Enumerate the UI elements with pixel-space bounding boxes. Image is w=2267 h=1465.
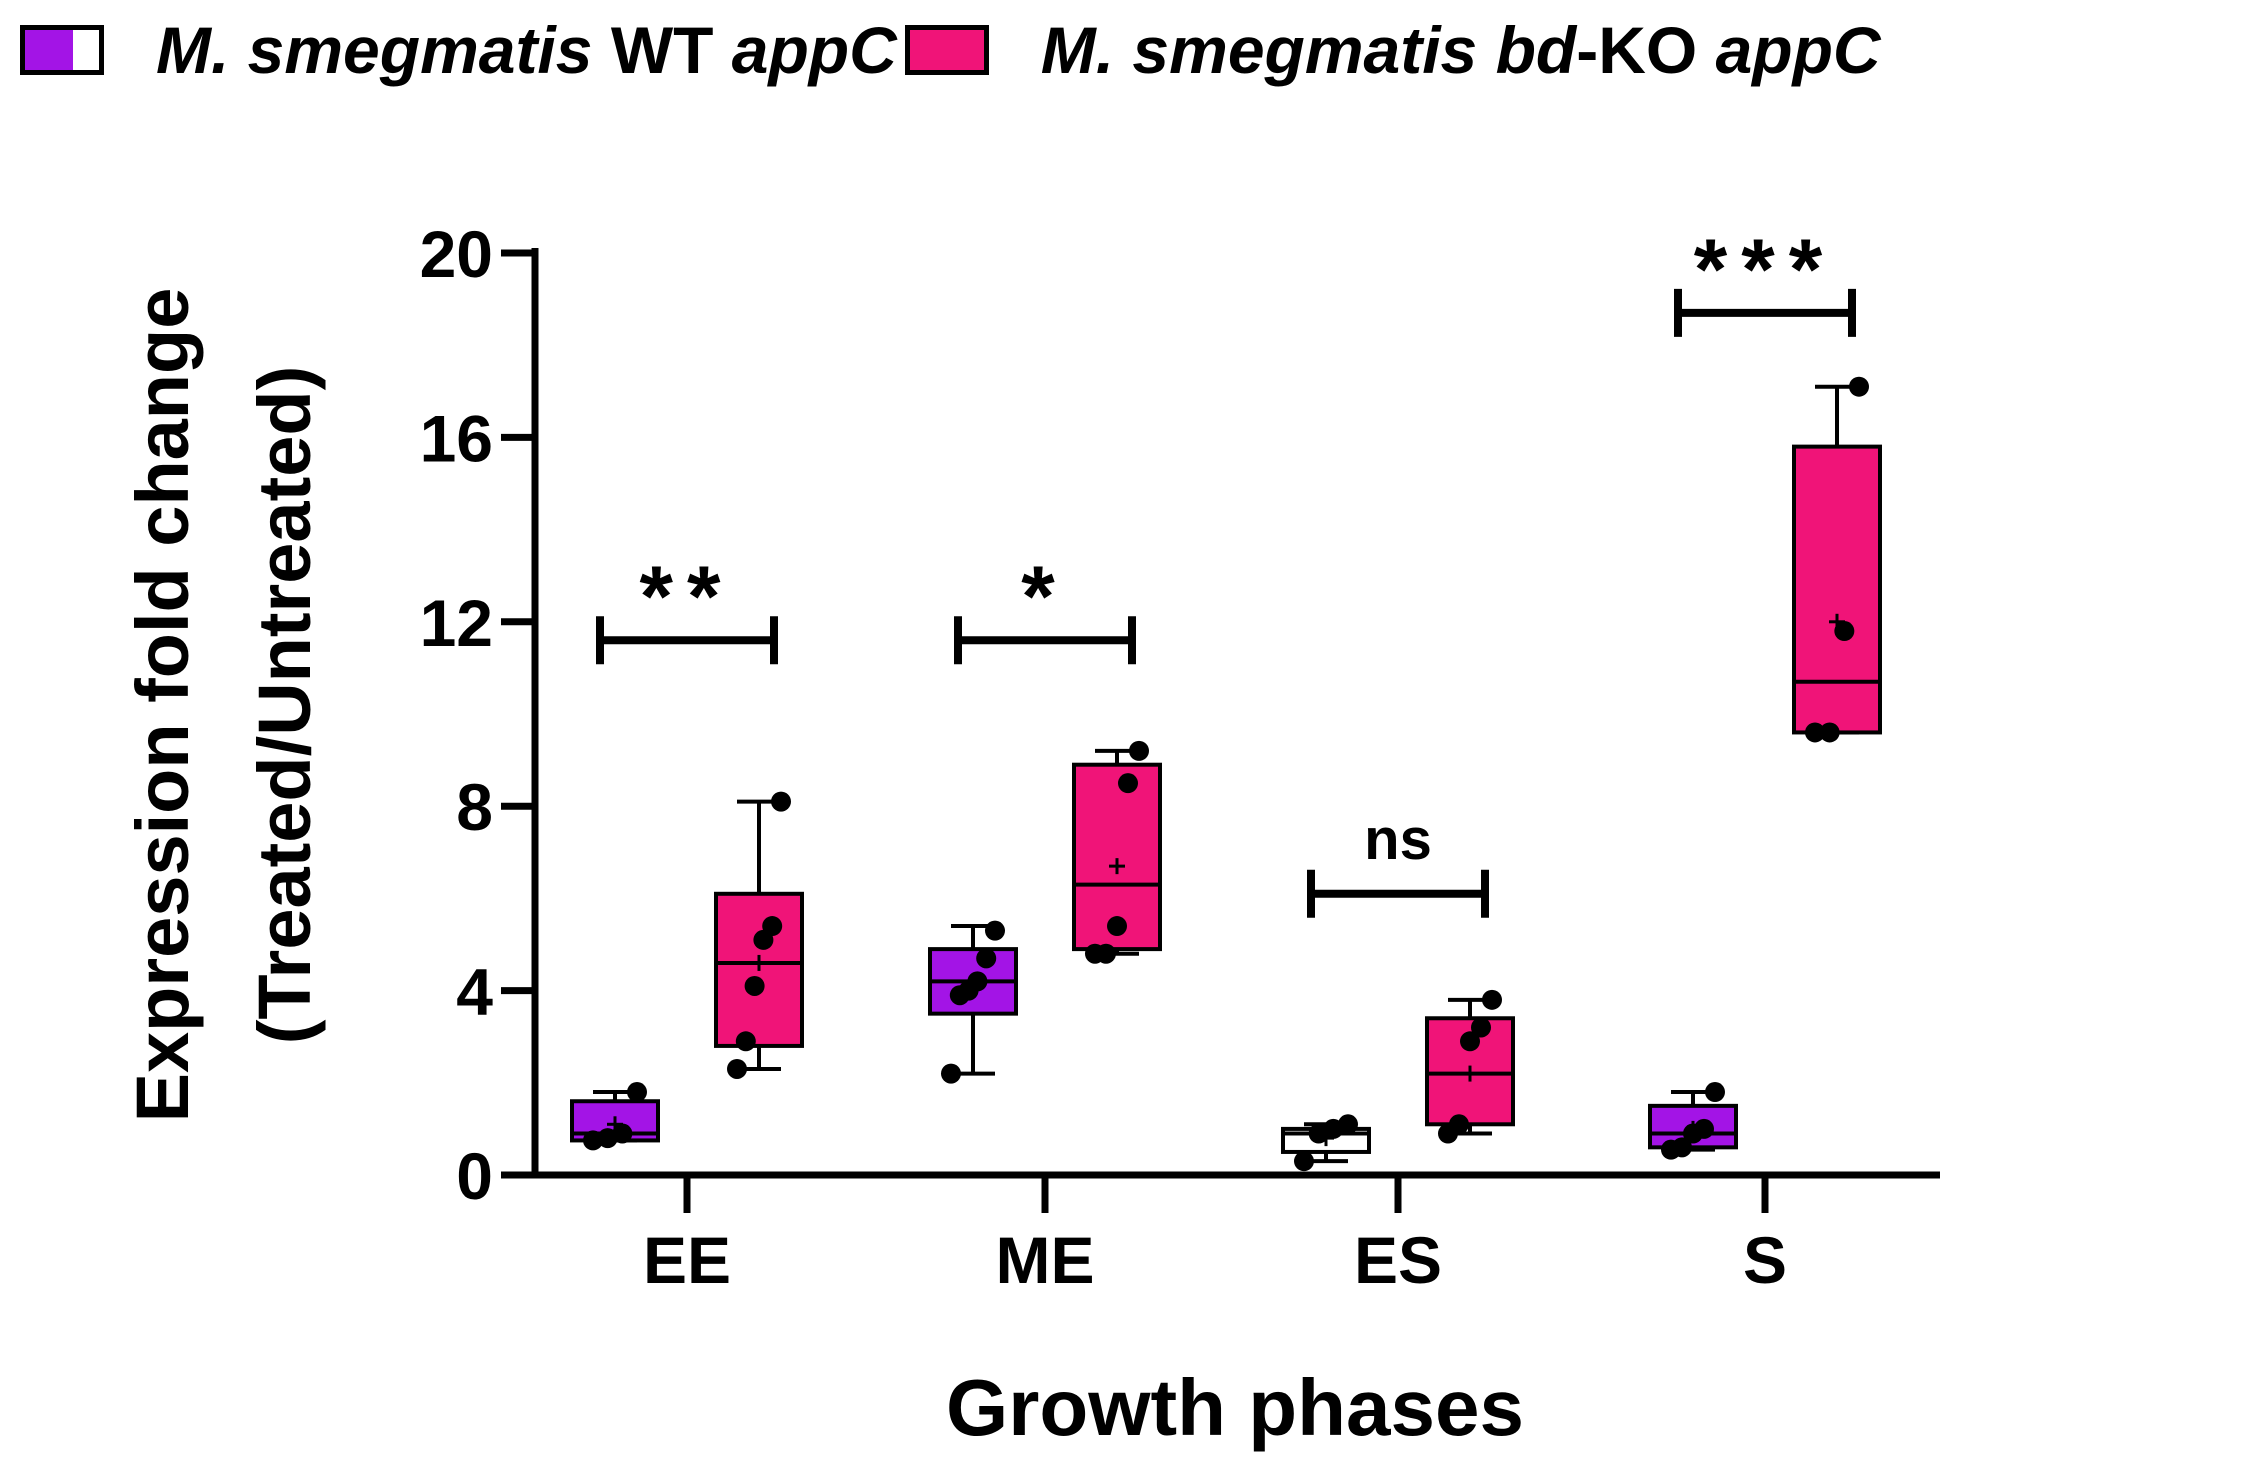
- sig-label-S: ***: [1694, 222, 1836, 318]
- point-wt-ME-4: [976, 948, 997, 969]
- sig-label-ES: ns: [1364, 807, 1432, 872]
- point-ko-ES-2: [1460, 1031, 1480, 1052]
- x-axis-label: Growth phases: [946, 1363, 1524, 1452]
- sig-label-ME: *: [1021, 549, 1068, 645]
- y-tick-label-20: 20: [420, 217, 493, 291]
- point-ko-EE-1: [735, 1031, 756, 1052]
- sig-bracket-S: ***: [1674, 222, 1856, 337]
- point-ko-S-0: [1805, 722, 1825, 743]
- legend-label-wt: M. smegmatis WT appC: [156, 13, 897, 87]
- point-ko-EE-4: [762, 916, 783, 937]
- box-ko-ES: [1425, 989, 1515, 1144]
- y-tick-label-12: 12: [420, 586, 493, 660]
- legend-swatch-wt: [20, 25, 104, 75]
- point-ko-ME-1: [1096, 943, 1116, 964]
- x-tick-label-S: S: [1743, 1223, 1787, 1297]
- point-ko-EE-0: [727, 1058, 747, 1079]
- point-wt-EE-0: [583, 1130, 603, 1151]
- axes: 0 4 8 12 16 20 EE ME ES S: [420, 217, 1940, 1297]
- point-wt-S-4: [1705, 1082, 1725, 1103]
- legend-item-ko[interactable]: M. smegmatis bd-KO appC: [904, 12, 1881, 88]
- point-ko-ME-2: [1107, 916, 1127, 937]
- point-wt-ME-0: [941, 1063, 961, 1084]
- y-tick-label-8: 8: [456, 770, 493, 844]
- box-ko-ME: [1072, 740, 1162, 964]
- point-wt-ES-3: [1338, 1114, 1358, 1135]
- x-tick-label-ME: ME: [996, 1223, 1095, 1297]
- sig-bracket-EE: **: [596, 549, 778, 665]
- legend-swatch-ko: [904, 25, 989, 75]
- sig-bracket-ES: ns: [1307, 807, 1489, 918]
- point-wt-EE-3: [627, 1082, 647, 1103]
- point-wt-EE-2: [612, 1123, 633, 1144]
- y-axis-label-line1: Expression fold change: [121, 288, 204, 1123]
- legend: M. smegmatis WT appC M. smegmatis bd-KO …: [20, 12, 1899, 88]
- point-ko-ES-3: [1471, 1017, 1491, 1038]
- boxes: [570, 376, 1882, 1172]
- box-wt-S: [1648, 1082, 1738, 1160]
- point-wt-ES-0: [1294, 1151, 1314, 1172]
- sig-bracket-ME: *: [954, 549, 1136, 665]
- box-wt-ME: [928, 920, 1018, 1084]
- y-tick-label-0: 0: [456, 1139, 493, 1213]
- point-ko-ME-3: [1118, 773, 1138, 794]
- point-ko-S-2: [1834, 621, 1855, 642]
- box-ko-S: [1792, 376, 1882, 743]
- box-ko-EE: [714, 791, 804, 1079]
- point-wt-S-1: [1672, 1137, 1692, 1158]
- point-ko-ES-1: [1449, 1114, 1469, 1135]
- point-ko-ME-4: [1129, 740, 1149, 761]
- point-ko-EE-5: [771, 791, 791, 812]
- y-axis-label-line2: (Treated/Untreated): [243, 366, 326, 1044]
- point-ko-ES-4: [1482, 989, 1502, 1010]
- box-wt-EE: [570, 1082, 660, 1151]
- point-ko-S-3: [1849, 376, 1869, 397]
- significance-brackets: ** *ns***: [596, 222, 1856, 918]
- legend-item-wt[interactable]: M. smegmatis WT appC: [20, 12, 897, 88]
- point-wt-ME-3: [967, 971, 988, 992]
- box-rect-ko-S: [1792, 444, 1882, 735]
- x-tick-label-ES: ES: [1354, 1223, 1442, 1297]
- point-ko-S-1: [1819, 722, 1840, 743]
- y-tick-label-16: 16: [420, 401, 493, 475]
- x-tick-label-EE: EE: [643, 1223, 731, 1297]
- box-wt-ES: [1281, 1114, 1371, 1172]
- point-wt-ME-5: [985, 920, 1005, 941]
- y-tick-label-4: 4: [456, 955, 493, 1029]
- legend-label-ko: M. smegmatis bd-KO appC: [1040, 13, 1881, 87]
- point-wt-S-3: [1694, 1118, 1714, 1139]
- sig-label-EE: **: [640, 549, 735, 645]
- point-ko-EE-2: [744, 975, 765, 996]
